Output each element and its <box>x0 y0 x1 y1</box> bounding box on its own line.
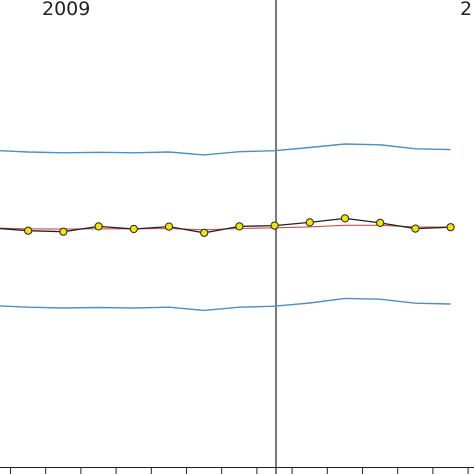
x-axis <box>0 467 474 474</box>
lower-band-line <box>0 297 451 312</box>
observed-series-line <box>0 217 451 234</box>
marker-layer <box>24 214 455 237</box>
series-layer <box>0 143 451 312</box>
year-label-2009: 2009 <box>42 0 90 20</box>
data-point <box>305 218 314 227</box>
data-point <box>340 214 350 223</box>
upper-band-line <box>0 143 451 156</box>
data-point <box>270 221 279 230</box>
data-point <box>411 224 420 233</box>
year-label-next: 2 <box>460 0 472 20</box>
data-point <box>129 224 138 234</box>
data-point <box>200 228 209 237</box>
data-point <box>94 222 103 231</box>
data-point <box>376 218 385 227</box>
data-point <box>164 222 174 231</box>
data-point <box>235 222 244 231</box>
data-point <box>24 226 33 235</box>
data-point <box>59 227 68 236</box>
data-point <box>446 223 455 232</box>
